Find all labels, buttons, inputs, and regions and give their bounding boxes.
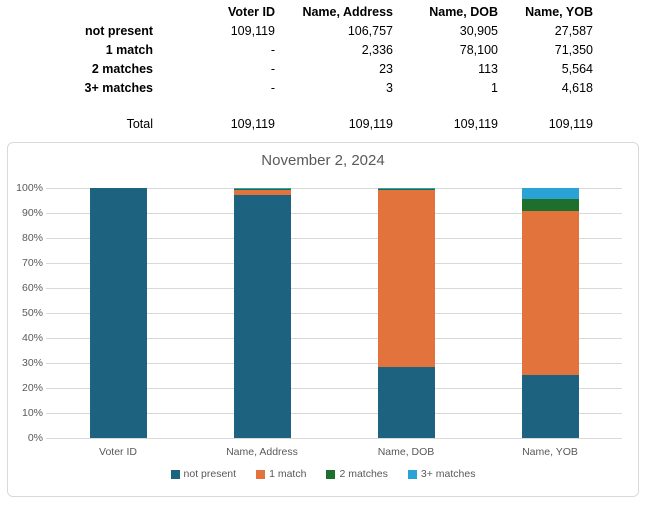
y-axis-tick-label: 70% [21,257,43,269]
gridline [46,388,622,389]
bar-segment-1-match [377,190,435,368]
bar-segment-1-match [521,211,579,375]
gridline [46,338,622,339]
table-row-label: 1 match [105,43,153,57]
table-cell: 113 [478,62,498,76]
table-cell: 3 [386,81,393,95]
x-axis-label: Voter ID [99,446,137,458]
gridline [46,213,622,214]
bar-segment-3-matches [233,188,291,190]
y-axis-tick-label: 20% [21,382,43,394]
legend-label: 3+ matches [420,468,476,480]
legend-swatch-2-matches [326,469,336,479]
table-cell: 2,336 [361,43,393,57]
summary-table: Voter ID Name, Address Name, DOB Name, YOB n… [0,3,600,134]
legend-swatch-3-matches [407,469,417,479]
table-row: 1 match - 2,336 78,100 71,350 [0,41,600,60]
table-total-cell: 109,119 [548,117,593,131]
bar-segment-3-matches [377,188,435,190]
y-axis-tick-label: 30% [21,357,43,369]
table-column-header: Name, DOB [429,5,498,19]
gridline [46,413,622,414]
bar-stack-name-yob [521,188,579,438]
table-cell: - [270,81,275,95]
table-cell: 23 [379,62,393,76]
bar-stack-voter-id [89,188,147,438]
bar-segment-2-matches [521,198,579,212]
bar-stack-name-address [233,188,291,438]
y-axis-tick-label: 50% [21,307,43,319]
table-row: 2 matches - 23 113 5,564 [0,60,600,79]
y-axis-tick-label: 60% [21,282,43,294]
legend-item: 1 match [256,468,306,480]
table-cell: 4,618 [561,81,593,95]
table-cell: 71,350 [554,43,593,57]
legend-label: not present [183,468,237,480]
x-axis-label: Name, DOB [377,446,435,458]
chart-title: November 2, 2024 [261,152,385,169]
x-axis-label: Name, YOB [522,446,578,458]
gridline [46,313,622,314]
table-cell: 1 [491,81,498,95]
table-cell: 106,757 [347,24,393,38]
table-cell: 27,587 [554,24,593,38]
gridline [46,238,622,239]
table-column-header: Name, Address [302,5,393,19]
y-axis-tick-label: 40% [21,332,43,344]
legend-swatch-not-present [170,469,180,479]
bar-segment-3-matches [521,188,579,199]
table-total-row: Total 109,119 109,119 109,119 109,119 [0,115,600,134]
y-axis-tick-label: 90% [21,207,43,219]
bar-segment-2-matches [233,189,291,191]
table-column-header: Name, YOB [525,5,593,19]
y-axis-tick-label: 100% [16,182,43,194]
gridline [46,188,622,189]
y-axis-tick-label: 10% [21,407,43,419]
table-row-label: not present [84,24,153,38]
table-cell: - [270,62,275,76]
y-axis-tick-label: 80% [21,232,43,244]
table-row: 3+ matches - 3 1 4,618 [0,79,600,98]
table-total-label: Total [126,117,153,131]
table-total-cell: 109,119 [453,117,498,131]
legend-label: 2 matches [339,468,388,480]
bar-stack-name-dob [377,188,435,438]
table-row: not present 109,119 106,757 30,905 27,587 [0,22,600,41]
table-total-cell: 109,119 [230,117,275,131]
table-total-cell: 109,119 [348,117,393,131]
bar-segment-not-present [89,188,147,438]
y-axis-tick-label: 0% [27,432,43,444]
table-cell: 5,564 [561,62,593,76]
table-spacer-row [0,98,600,115]
gridline [46,263,622,264]
bar-segment-not-present [377,367,435,438]
gridline [46,288,622,289]
table-cell: 78,100 [459,43,498,57]
table-cell: 30,905 [459,24,498,38]
plot-area: 0% 10% 20% 30% 40% 50% 60% 70% 80% 90% 100% Voter I… [16,182,622,458]
legend-item: not present [170,468,237,480]
gridline [46,438,622,439]
x-axis-label: Name, Address [226,446,298,458]
table-row-label: 2 matches [91,62,153,76]
legend-label: 1 match [269,468,307,480]
legend-swatch-1-match [256,469,266,479]
gridline [46,363,622,364]
bar-segment-not-present [233,195,291,438]
bar-segment-not-present [521,374,579,438]
legend-item: 2 matches [326,468,388,480]
chart: November 2, 2024 0% 10% 20% 30% 40% 50% 60% 70%… [7,142,639,497]
table-row-label: 3+ matches [84,81,153,95]
table-cell: 109,119 [230,24,275,38]
bar-segment-2-matches [377,189,435,191]
table-cell: - [270,43,275,57]
legend-item: 3+ matches [407,468,476,480]
table-header-row: Voter ID Name, Address Name, DOB Name, YOB [0,3,600,22]
legend: not present 1 match 2 matches 3+ matches [8,468,638,480]
bar-segment-1-match [233,190,291,196]
table-column-header: Voter ID [228,5,275,19]
